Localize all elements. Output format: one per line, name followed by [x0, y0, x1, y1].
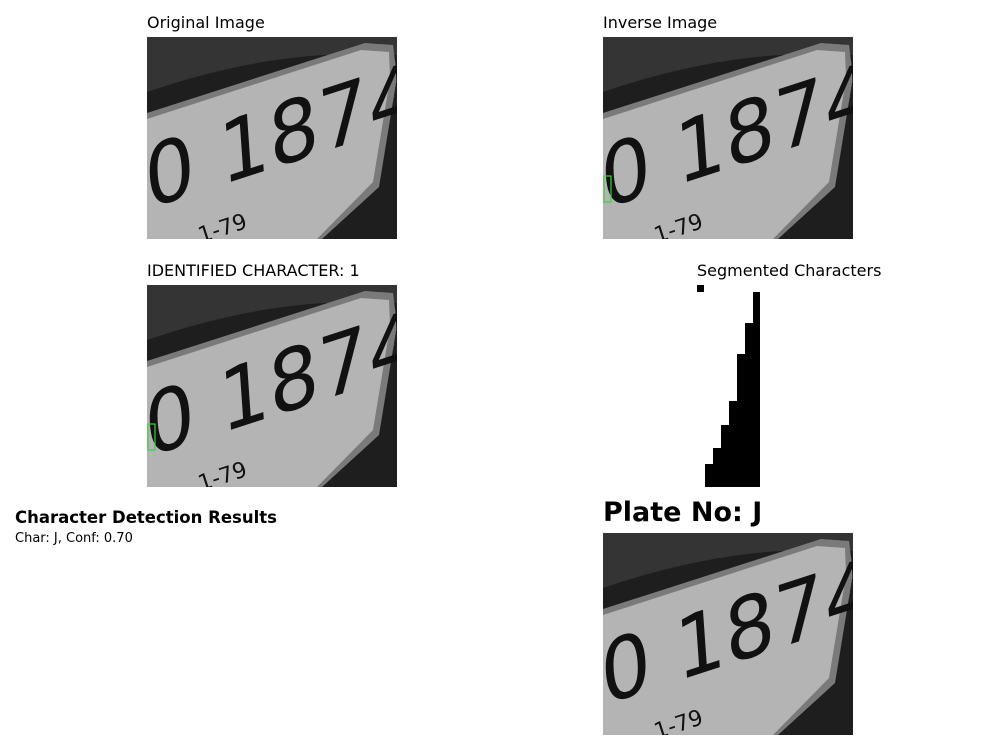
detection-box [147, 423, 156, 451]
results-heading: Character Detection Results [15, 508, 277, 527]
mask-shape [705, 292, 760, 487]
inverse-plate-image: 0 1874 HC1-79 [603, 37, 853, 239]
original-plate-image: 0 1874 HC1-79 [147, 37, 397, 239]
segmented-character-mask [697, 285, 760, 487]
identified-character-title: IDENTIFIED CHARACTER: 1 [147, 261, 360, 280]
segmented-characters-title: Segmented Characters [697, 261, 882, 280]
original-image-title: Original Image [147, 13, 265, 32]
results-line: Char: J, Conf: 0.70 [15, 531, 133, 546]
final-plate-image: 0 1874 HC1-79 [603, 533, 853, 735]
detection-box [603, 175, 612, 203]
mask-dot [697, 285, 704, 292]
plate-number-title: Plate No: J [603, 497, 763, 528]
identified-character-image: 0 1874 HC1-79 [147, 285, 397, 487]
inverse-image-title: Inverse Image [603, 13, 718, 32]
